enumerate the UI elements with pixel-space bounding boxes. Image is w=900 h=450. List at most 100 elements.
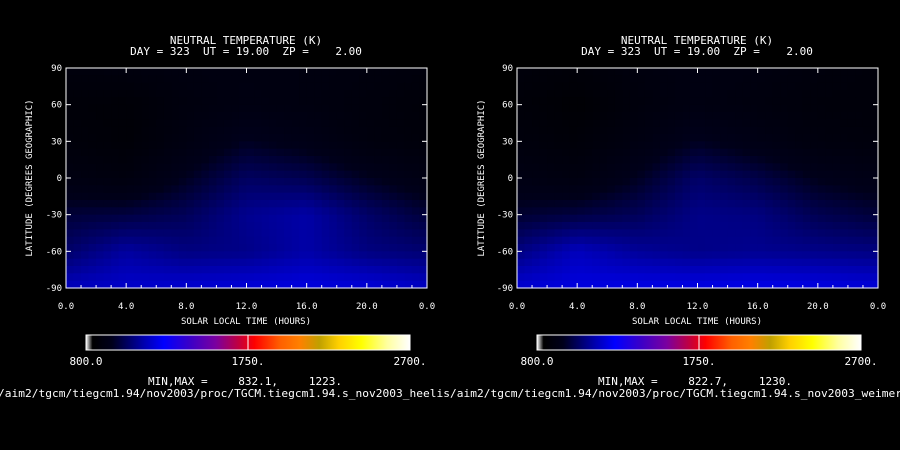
heatmap-cell — [193, 251, 202, 260]
heatmap-cell — [381, 280, 390, 289]
heatmap-cell — [321, 163, 330, 172]
heatmap-cell — [291, 170, 300, 179]
heatmap-cell — [314, 273, 323, 282]
min-value: 822.7, — [688, 375, 728, 388]
heatmap-cell — [336, 185, 345, 194]
heatmap-cell — [832, 90, 841, 98]
heatmap-cell — [186, 236, 195, 245]
heatmap-cell — [81, 207, 90, 216]
heatmap-cell — [689, 229, 699, 238]
heatmap-cell — [712, 170, 721, 179]
heatmap-cell — [689, 207, 699, 216]
heatmap-cell — [562, 163, 571, 172]
heatmap-cell — [795, 266, 804, 274]
heatmap-cell — [88, 258, 97, 267]
heatmap-cell — [126, 273, 135, 282]
heatmap-cell — [374, 82, 383, 91]
heatmap-cell — [359, 273, 368, 282]
heatmap-cell — [772, 75, 781, 84]
heatmap-cell — [532, 192, 541, 201]
heatmap-cell — [607, 148, 616, 157]
heatmap-cell — [306, 258, 315, 267]
heatmap-cell — [171, 192, 180, 201]
x-tick-label: 8.0 — [629, 302, 645, 312]
heatmap-cell — [178, 141, 187, 150]
heatmap-cell — [795, 134, 804, 142]
heatmap-cell — [772, 119, 781, 128]
heatmap-cell — [674, 134, 684, 142]
heatmap-cell — [674, 112, 684, 120]
heatmap-cell — [374, 134, 383, 142]
heatmap-cell — [547, 82, 556, 91]
heatmap-cell — [178, 156, 187, 164]
heatmap-cell — [178, 148, 187, 157]
heatmap-cell — [592, 244, 601, 252]
heatmap-cell — [208, 222, 218, 230]
heatmap-cell — [810, 148, 819, 157]
heatmap-cell — [81, 119, 90, 128]
heatmap-cell — [637, 156, 646, 164]
heatmap-cell — [208, 97, 218, 106]
heatmap-cell — [832, 97, 841, 106]
heatmap-cell — [765, 112, 774, 120]
heatmap-cell — [351, 163, 360, 172]
heatmap-cell — [404, 156, 413, 164]
heatmap-cell — [674, 258, 684, 267]
heatmap-cell — [344, 126, 353, 135]
heatmap-cell — [780, 229, 789, 238]
heatmap-cell — [750, 280, 759, 289]
heatmap-cell — [644, 156, 653, 164]
heatmap-cell — [539, 75, 548, 84]
heatmap-cell — [735, 68, 744, 76]
minmax-label: MIN,MAX = — [148, 375, 208, 388]
heatmap-cell — [539, 280, 548, 289]
heatmap-cell — [577, 229, 586, 238]
heatmap-cell — [524, 170, 533, 179]
heatmap-cell — [629, 251, 638, 260]
heatmap-cell — [862, 273, 872, 282]
heatmap-cell — [727, 75, 736, 84]
y-tick-label: 90 — [502, 64, 513, 74]
heatmap-cell — [96, 170, 105, 179]
heatmap-cell — [870, 170, 879, 179]
heatmap-cell — [735, 273, 744, 282]
heatmap-cell — [254, 75, 263, 84]
heatmap-cell — [156, 97, 165, 106]
heatmap-cell — [261, 104, 270, 113]
heatmap-cell — [577, 90, 586, 98]
heatmap-cell — [607, 156, 616, 164]
heatmap-cell — [126, 68, 135, 76]
heatmap-cell — [622, 207, 631, 216]
heatmap-cell — [569, 236, 578, 245]
heatmap-cell — [787, 126, 796, 135]
heatmap-cell — [299, 82, 308, 91]
heatmap-cell — [727, 280, 736, 289]
x-tick-label: 20.0 — [807, 302, 829, 312]
heatmap-cell — [261, 222, 270, 230]
heatmap-cell — [682, 207, 691, 216]
heatmap-cell — [374, 148, 383, 157]
heatmap-cell — [795, 207, 804, 216]
heatmap-cell — [66, 214, 75, 223]
heatmap-cell — [201, 178, 210, 186]
heatmap-cell — [314, 192, 323, 201]
heatmap-cell — [810, 163, 819, 172]
heatmap-cell — [697, 236, 706, 245]
heatmap-cell — [396, 82, 406, 91]
heatmap-cell — [238, 75, 248, 84]
heatmap-cell — [795, 273, 804, 282]
heatmap-cell — [599, 68, 608, 76]
heatmap-cell — [163, 266, 172, 274]
heatmap-cell — [825, 244, 834, 252]
heatmap-cell — [750, 258, 759, 267]
heatmap-cell — [396, 200, 406, 208]
heatmap-cell — [742, 141, 751, 150]
heatmap-cell — [193, 112, 202, 120]
heatmap-cell — [674, 244, 684, 252]
heatmap-cell — [592, 266, 601, 274]
heatmap-cell — [832, 185, 841, 194]
heatmap-cell — [306, 178, 315, 186]
heatmap-cell — [742, 266, 751, 274]
heatmap-cell — [547, 178, 556, 186]
heatmap-cell — [562, 192, 571, 201]
